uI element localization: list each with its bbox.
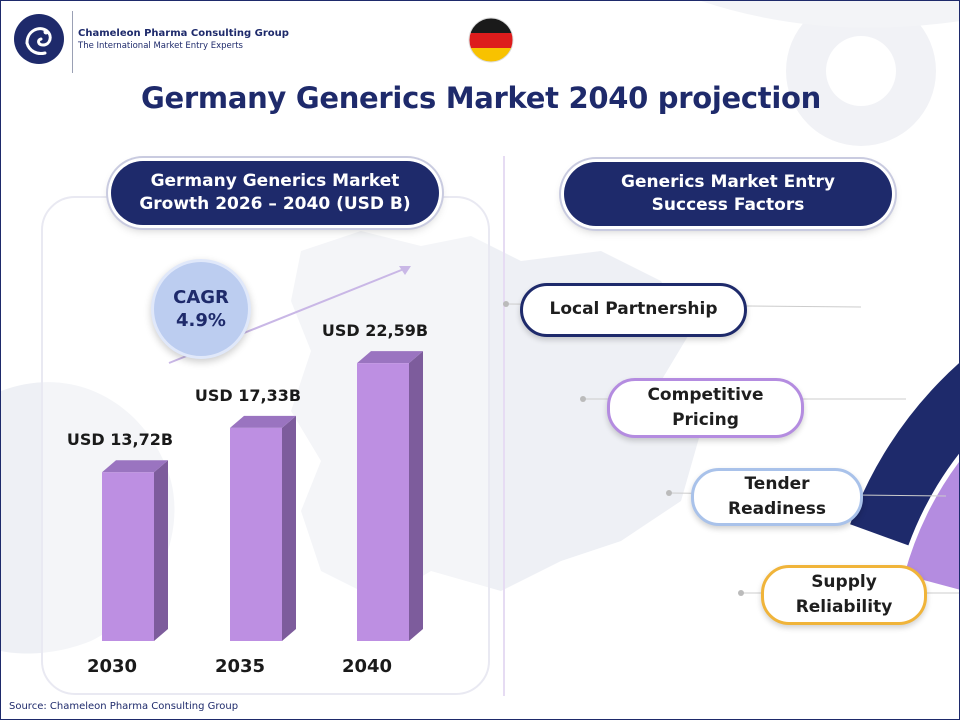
bar-top-2035 [230, 415, 296, 428]
bar-side-2040 [409, 351, 423, 641]
bar-2030 [102, 472, 154, 641]
factor-2-line2: Pricing [672, 410, 739, 430]
bar-top-2040 [357, 351, 423, 364]
success-fan [503, 301, 959, 596]
bar-side-2030 [154, 460, 168, 641]
factor-competitive-pricing: Competitive Pricing [607, 378, 804, 438]
source-note: Source: Chameleon Pharma Consulting Grou… [9, 701, 239, 712]
category-label-2035: 2035 [215, 656, 265, 677]
factor-tender-readiness: Tender Readiness [691, 468, 863, 526]
chameleon-logo-icon [14, 14, 64, 64]
factor-local-partnership: Local Partnership [520, 283, 747, 337]
factors-title-pill: Generics Market Entry Success Factors [564, 162, 892, 226]
cagr-badge: CAGR 4.9% [151, 259, 251, 359]
factor-dot-2 [580, 396, 586, 402]
bar-side-2035 [282, 415, 296, 641]
brand-block: Chameleon Pharma Consulting Group The In… [78, 28, 289, 51]
data-label-2035: USD 17,33B [195, 386, 301, 405]
bar-top-2030 [102, 460, 168, 473]
factor-supply-reliability: Supply Reliability [761, 565, 927, 625]
data-label-2040: USD 22,59B [322, 321, 428, 340]
factor-1-line1: Local Partnership [549, 299, 718, 320]
bar-2040 [357, 363, 409, 641]
trend-arrow-head [399, 266, 411, 275]
category-label-2040: 2040 [342, 656, 392, 677]
factors-title-line1: Generics Market Entry [621, 171, 835, 192]
chart-title-line2: Growth 2026 – 2040 (USD B) [139, 194, 411, 214]
cagr-value: 4.9% [176, 310, 226, 331]
bars: USD 13,72B 2030 USD 17,33B 2035 USD 22,59B 20… [67, 321, 428, 677]
factor-2-line1: Competitive [647, 384, 764, 405]
fan-segment-1 [850, 363, 959, 546]
page-title: Germany Generics Market 2040 projection [141, 81, 821, 115]
factor-3-line2: Readiness [728, 499, 826, 519]
chart-title-pill: Germany Generics Market Growth 2026 – 20… [111, 161, 439, 225]
fan-segment-2 [904, 462, 959, 590]
bar-2035 [230, 427, 282, 641]
factor-dot-1 [503, 301, 509, 307]
factor-3-line1: Tender [744, 473, 810, 494]
factor-dot-3 [666, 490, 672, 496]
brand-name: Chameleon Pharma Consulting Group [78, 28, 289, 39]
brand-tagline: The International Market Entry Experts [78, 41, 243, 51]
data-label-2030: USD 13,72B [67, 430, 173, 449]
factor-4-line1: Supply [811, 571, 877, 592]
cagr-label: CAGR [173, 286, 229, 308]
factor-dot-4 [738, 590, 744, 596]
germany-flag-icon [468, 17, 514, 63]
logo-divider [72, 11, 73, 73]
chart-title-line1: Germany Generics Market [150, 170, 400, 191]
factors-title-line2: Success Factors [651, 195, 805, 215]
factor-4-line2: Reliability [795, 597, 893, 617]
category-label-2030: 2030 [87, 656, 137, 677]
panel-divider [503, 156, 505, 696]
